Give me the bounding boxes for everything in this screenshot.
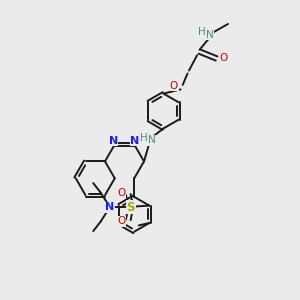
Text: N: N (130, 136, 140, 146)
Text: O: O (118, 188, 126, 198)
Text: N: N (109, 136, 118, 146)
Text: N: N (105, 202, 114, 212)
Text: O: O (118, 216, 126, 226)
Text: N: N (206, 29, 214, 40)
Text: S: S (127, 201, 135, 214)
Text: N: N (148, 135, 155, 146)
Text: O: O (219, 53, 228, 64)
Text: O: O (170, 80, 178, 91)
Text: H: H (198, 27, 206, 38)
Text: H: H (140, 133, 147, 143)
